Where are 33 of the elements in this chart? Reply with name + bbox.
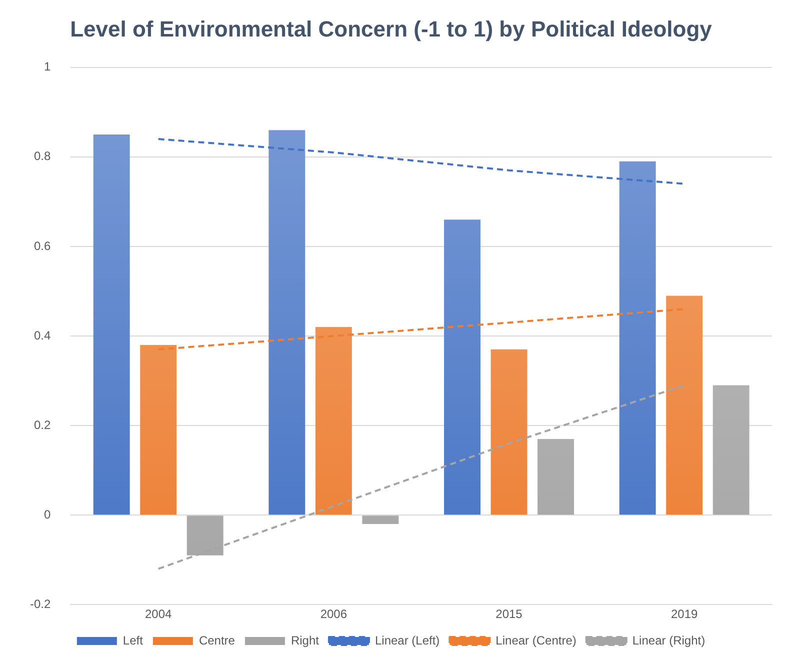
- bar: [140, 344, 177, 515]
- y-tick-label: 1: [44, 60, 51, 74]
- y-tick-label: 0.4: [34, 328, 51, 342]
- bar: [619, 161, 656, 515]
- legend-label: Linear (Centre): [496, 633, 576, 648]
- x-tick-label: 2004: [144, 607, 172, 622]
- bar: [444, 220, 480, 515]
- y-tick-label: -0.2: [30, 596, 51, 611]
- line-series: [157, 138, 686, 185]
- bar: [268, 130, 306, 515]
- line-series: [157, 384, 686, 570]
- bar: [315, 327, 352, 515]
- bar: [666, 296, 703, 515]
- bar: [538, 438, 574, 515]
- bar: [490, 349, 528, 515]
- line-series: [157, 308, 686, 350]
- legend-label: Left: [122, 633, 144, 648]
- bar: [186, 516, 224, 556]
- legend-label: Right: [290, 633, 320, 648]
- y-tick-label: 0.8: [34, 149, 51, 164]
- bar: [93, 134, 130, 515]
- bar: [712, 385, 750, 515]
- y-tick-label: 0.2: [34, 418, 51, 432]
- x-tick-label: 2006: [320, 607, 348, 622]
- chart-title: Level of Environmental Concern (-1 to 1) by Political Ideology: [70, 16, 713, 42]
- bar: [362, 516, 399, 524]
- legend-label: Linear (Left): [374, 633, 440, 648]
- legend-label: Linear (Right): [632, 633, 706, 648]
- y-tick-label: 0.6: [34, 238, 51, 253]
- x-tick-label: 2019: [670, 607, 698, 622]
- x-tick-label: 2015: [496, 607, 523, 622]
- legend-label: Centre: [198, 633, 236, 648]
- y-tick-label: 0: [44, 507, 51, 522]
